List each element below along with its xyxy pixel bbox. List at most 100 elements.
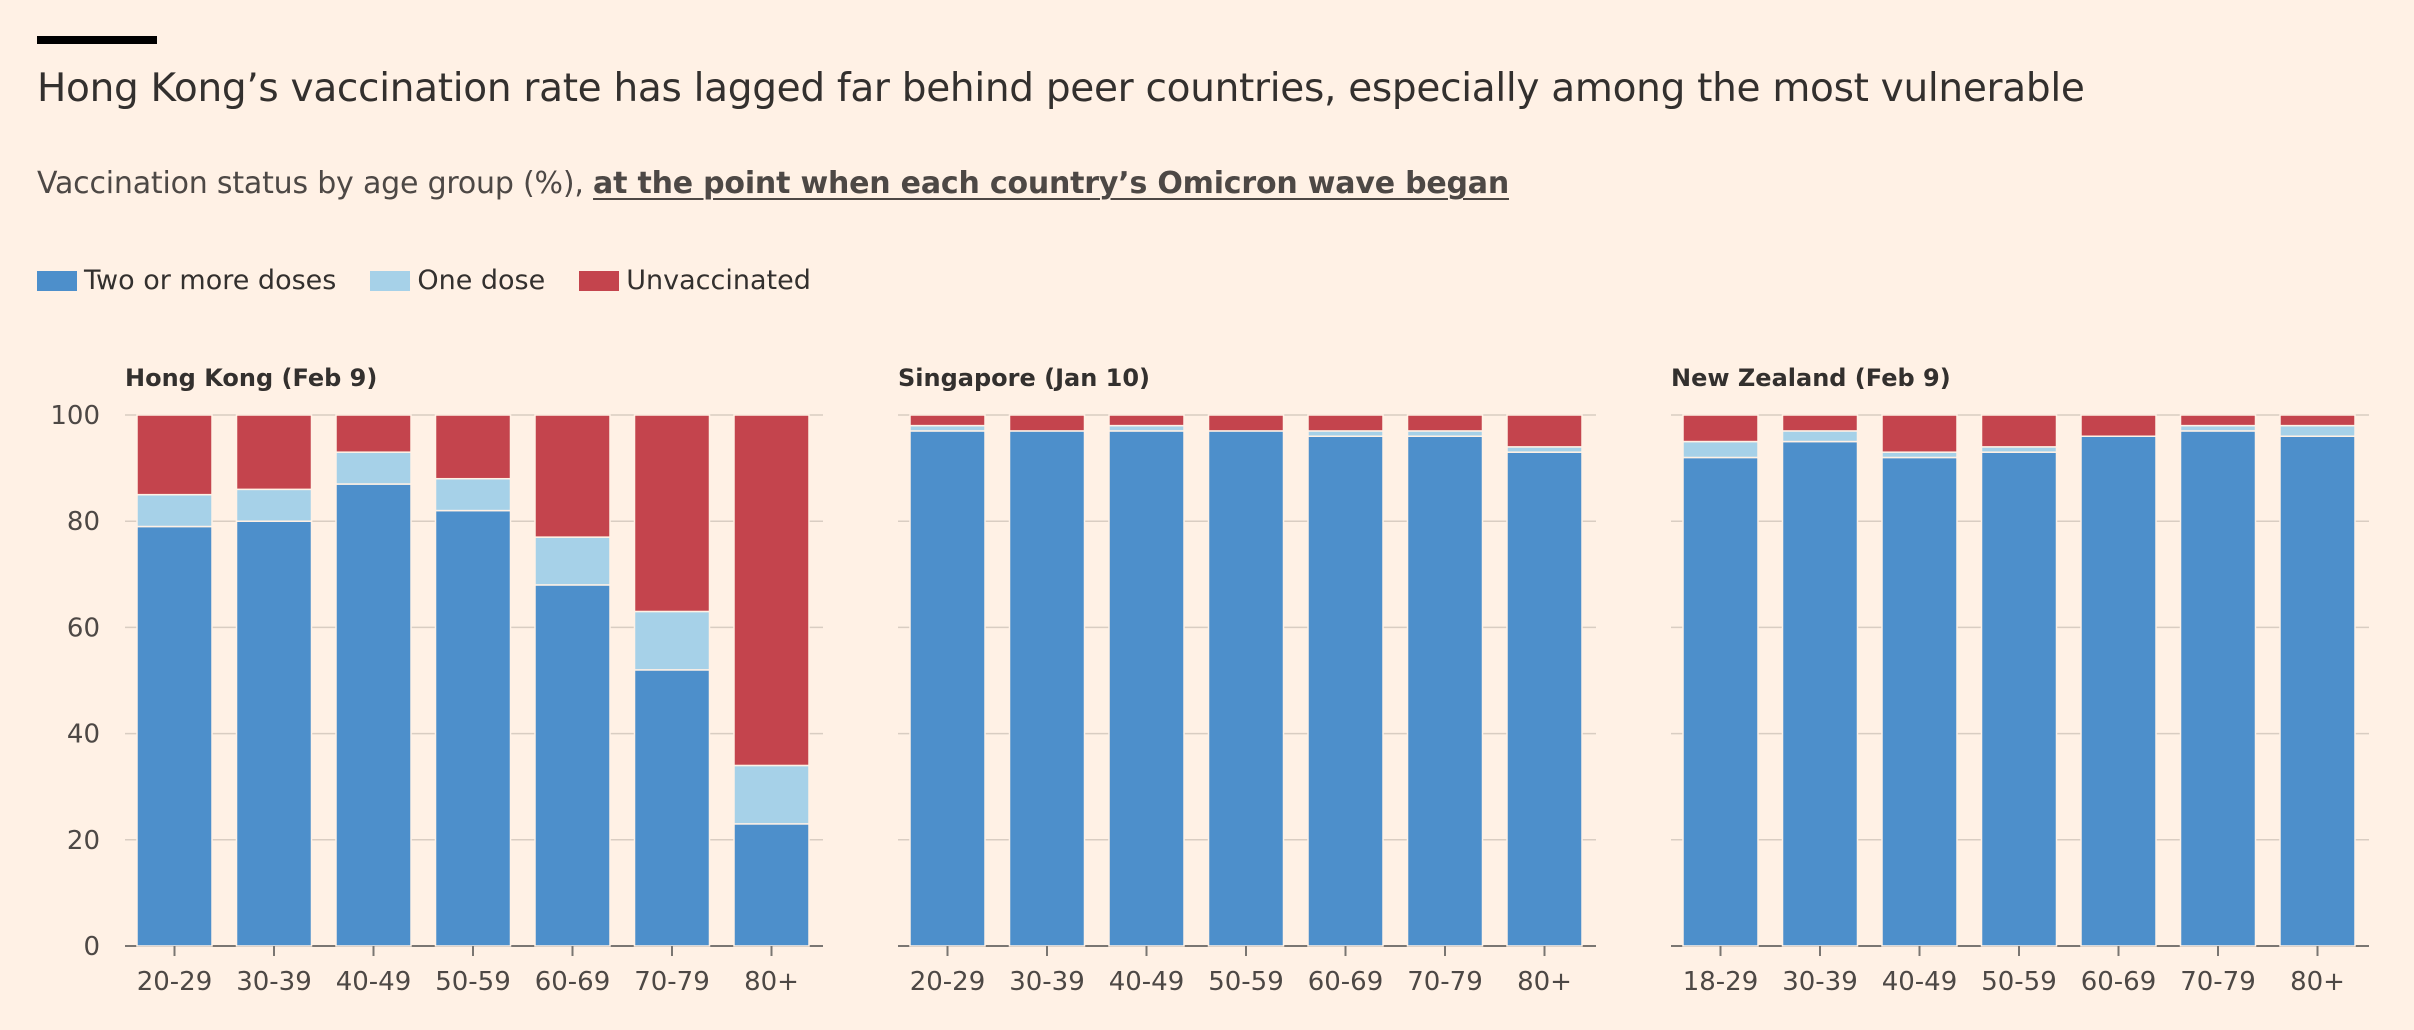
bar-unvaccinated-40-49 (335, 414, 412, 453)
bar-two-or-more-doses-20-29 (136, 525, 213, 947)
bar-two-or-more-doses-70-79 (2179, 430, 2257, 947)
bar-one-dose-80 (733, 764, 810, 825)
bar-two-or-more-doses-50-59 (1980, 451, 2058, 947)
x-tick-label: 50-59 (1981, 967, 2057, 997)
bar-unvaccinated-70-79 (2179, 414, 2257, 427)
bar-unvaccinated-80 (1506, 414, 1583, 448)
legend-label-one-dose: One dose (417, 265, 546, 296)
bar-one-dose-60-69 (1307, 430, 1384, 437)
bar-two-or-more-doses-40-49 (335, 483, 412, 947)
bar-unvaccinated-50-59 (1980, 414, 2058, 448)
bar-one-dose-80 (1506, 446, 1583, 453)
bar-one-dose-50-59 (1980, 446, 2058, 453)
x-tick-label: 40-49 (1882, 967, 1958, 997)
bar-unvaccinated-70-79 (633, 414, 711, 613)
chart-subtitle: Vaccination status by age group (%), at … (37, 166, 1509, 201)
panel-new-zealand-feb-9: New Zealand (Feb 9) 18-29 30-39 40-49 50-59 6… (1671, 364, 2369, 997)
x-tick-label: 20-29 (137, 967, 213, 997)
bar-two-or-more-doses-30-39 (1008, 430, 1086, 947)
legend-swatch-two-doses (37, 270, 77, 291)
y-tick-label: 80 (67, 507, 100, 537)
header-accent-bar (37, 36, 157, 44)
bar-one-dose-40-49 (1881, 451, 1958, 459)
bar-unvaccinated-18-29 (1682, 414, 1759, 443)
x-tick-label: 70-79 (1407, 967, 1483, 997)
x-tick-label: 60-69 (2081, 967, 2157, 997)
bar-unvaccinated-30-39 (235, 414, 313, 491)
y-tick-label: 0 (83, 932, 100, 962)
bar-two-or-more-doses-30-39 (1781, 440, 1859, 947)
bar-unvaccinated-80 (733, 414, 810, 767)
x-tick-label: 40-49 (336, 967, 412, 997)
bar-unvaccinated-40-49 (1881, 414, 1958, 453)
bar-two-or-more-doses-30-39 (235, 520, 313, 947)
bar-one-dose-70-79 (2179, 424, 2257, 432)
y-tick-label: 60 (67, 613, 100, 643)
bar-two-or-more-doses-60-69 (1307, 435, 1384, 947)
bar-unvaccinated-60-69 (1307, 414, 1384, 432)
panel-title: Singapore (Jan 10) (898, 364, 1150, 392)
bar-unvaccinated-20-29 (909, 414, 986, 427)
bar-two-or-more-doses-80 (1506, 451, 1583, 947)
x-tick-label: 60-69 (535, 967, 611, 997)
bar-one-dose-50-59 (434, 477, 512, 512)
bar-one-dose-30-39 (1781, 430, 1859, 443)
bar-unvaccinated-50-59 (434, 414, 512, 480)
bar-two-or-more-doses-80 (733, 823, 810, 947)
bar-two-or-more-doses-20-29 (909, 430, 986, 947)
bar-one-dose-60-69 (534, 536, 611, 586)
panel-hong-kong-feb-9: Hong Kong (Feb 9) 0 20 40 60 80 100 20-29 30-39 4… (50, 364, 823, 997)
y-tick-label: 20 (67, 826, 100, 856)
bar-one-dose-70-79 (1406, 430, 1484, 437)
bar-one-dose-40-49 (335, 451, 412, 485)
x-tick-label: 30-39 (1009, 967, 1085, 997)
bar-one-dose-20-29 (909, 424, 986, 432)
bar-unvaccinated-60-69 (2080, 414, 2157, 437)
bar-one-dose-20-29 (136, 493, 213, 528)
x-tick-label: 50-59 (435, 967, 511, 997)
bar-two-or-more-doses-50-59 (1207, 430, 1285, 947)
legend-swatch-unvaccinated (579, 270, 620, 291)
bar-two-or-more-doses-60-69 (2080, 435, 2157, 947)
bar-unvaccinated-40-49 (1108, 414, 1185, 427)
x-tick-label: 50-59 (1208, 967, 1284, 997)
bar-unvaccinated-50-59 (1207, 414, 1285, 432)
x-tick-label: 70-79 (2180, 967, 2256, 997)
x-tick-label: 60-69 (1308, 967, 1384, 997)
bar-one-dose-18-29 (1682, 440, 1759, 459)
bar-two-or-more-doses-70-79 (633, 669, 711, 947)
bar-one-dose-40-49 (1108, 424, 1185, 432)
bar-two-or-more-doses-18-29 (1682, 456, 1759, 947)
bar-one-dose-80 (2279, 424, 2356, 437)
legend: Two or more doses One dose Unvaccinated (37, 265, 845, 296)
x-tick-label: 30-39 (236, 967, 312, 997)
bar-two-or-more-doses-60-69 (534, 584, 611, 947)
x-tick-label: 40-49 (1109, 967, 1185, 997)
legend-label-unvaccinated: Unvaccinated (626, 265, 811, 296)
bar-two-or-more-doses-50-59 (434, 509, 512, 947)
legend-swatch-one-dose (370, 270, 411, 291)
x-tick-label: 30-39 (1782, 967, 1858, 997)
bar-unvaccinated-30-39 (1008, 414, 1086, 432)
bar-one-dose-70-79 (633, 610, 711, 671)
bar-two-or-more-doses-80 (2279, 435, 2356, 947)
chart-title: Hong Kong’s vaccination rate has lagged … (37, 66, 2085, 111)
bar-unvaccinated-60-69 (534, 414, 611, 538)
x-tick-label: 70-79 (634, 967, 710, 997)
x-tick-label: 80+ (1517, 967, 1572, 997)
bar-two-or-more-doses-40-49 (1108, 430, 1185, 947)
y-tick-label: 100 (50, 401, 100, 431)
legend-label-two-doses: Two or more doses (84, 265, 337, 296)
panel-title: New Zealand (Feb 9) (1671, 364, 1951, 392)
x-tick-label: 18-29 (1683, 967, 1759, 997)
x-tick-label: 80+ (2290, 967, 2345, 997)
x-tick-label: 20-29 (910, 967, 986, 997)
bar-unvaccinated-30-39 (1781, 414, 1859, 432)
bar-one-dose-30-39 (235, 488, 313, 522)
subtitle-link[interactable]: at the point when each country’s Omicron… (593, 166, 1509, 201)
y-tick-label: 40 (67, 720, 100, 750)
panel-singapore-jan-10: Singapore (Jan 10) 20-29 30-39 40-49 50-59 60… (898, 364, 1596, 997)
bar-unvaccinated-20-29 (136, 414, 213, 496)
legend-item-one-dose: One dose (370, 265, 545, 296)
